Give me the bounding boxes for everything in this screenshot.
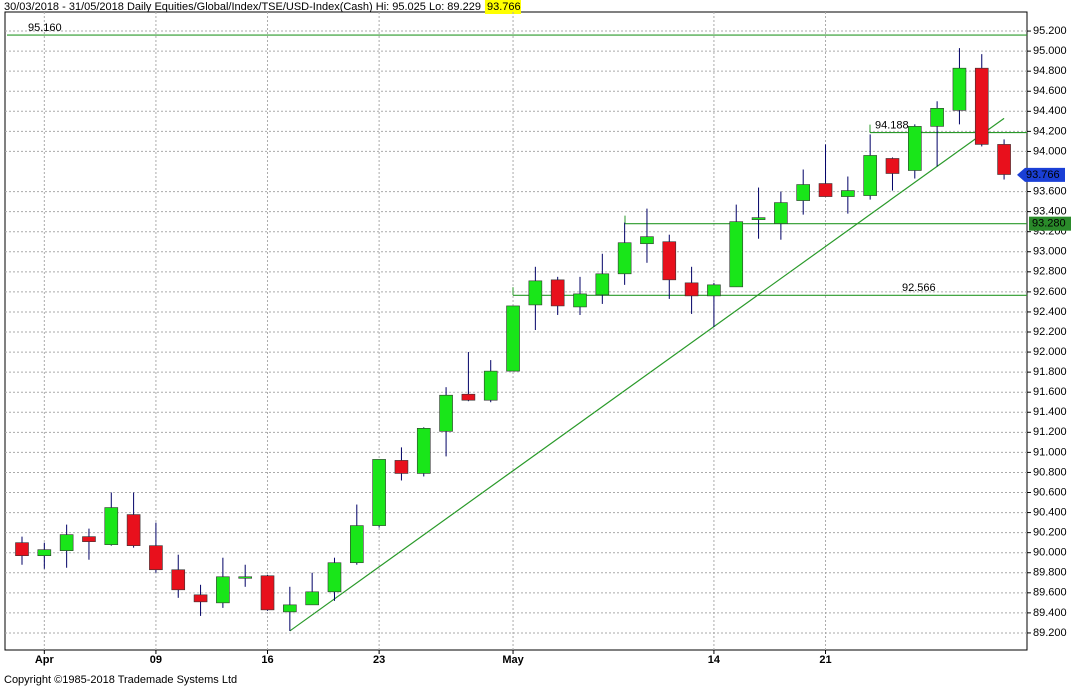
y-tick-label: 89.200 — [1033, 627, 1067, 639]
trendline — [289, 117, 1005, 632]
candle-body — [283, 604, 297, 613]
candle-body — [15, 542, 29, 557]
candle-body — [126, 514, 141, 546]
candle-body — [997, 144, 1011, 175]
y-tick-label: 93.400 — [1033, 206, 1067, 218]
candle-body — [349, 525, 364, 564]
x-tick-label: May — [502, 654, 524, 666]
y-tick-label: 90.400 — [1033, 506, 1067, 518]
candle-body — [796, 184, 811, 201]
candle-body — [104, 507, 119, 545]
candle-body — [260, 575, 275, 611]
candle-body — [707, 284, 721, 297]
candle-body — [37, 549, 52, 557]
y-tick-label: 95.000 — [1033, 45, 1067, 57]
candle-body — [974, 67, 989, 145]
x-tick-label: 09 — [150, 654, 162, 666]
y-tick-label: 93.000 — [1033, 246, 1067, 258]
last-price-highlight — [484, 0, 521, 14]
level-tag — [1029, 216, 1071, 231]
y-tick-label: 91.000 — [1033, 446, 1067, 458]
y-tick-label: 94.400 — [1033, 105, 1067, 117]
candle-body — [149, 545, 163, 571]
y-tick-label: 94.600 — [1033, 85, 1067, 97]
x-tick-label: 16 — [261, 654, 273, 666]
footer: Copyright ©1985-2018 Trademade Systems L… — [4, 674, 237, 686]
y-tick-label: 91.400 — [1033, 406, 1067, 418]
y-tick-label: 89.600 — [1033, 587, 1067, 599]
candle-body — [59, 534, 74, 551]
candle-body — [372, 459, 386, 526]
candle-body — [394, 460, 409, 474]
candle-body — [216, 576, 230, 604]
level-label: 92.566 — [902, 282, 936, 294]
y-tick-label: 92.400 — [1033, 306, 1067, 318]
candle-body — [238, 576, 252, 579]
chart-title: 30/03/2018 - 31/05/2018 Daily Equities/G… — [4, 1, 481, 13]
candle-body — [751, 217, 766, 220]
candle-body — [528, 280, 543, 306]
y-tick-label: 95.200 — [1033, 25, 1067, 37]
level-tag-label: 93.280 — [1032, 218, 1066, 230]
candle-body — [416, 428, 431, 474]
candle-body — [595, 273, 610, 296]
candle-body — [930, 108, 944, 127]
candle-body — [439, 394, 453, 432]
y-tick-label: 90.000 — [1033, 547, 1067, 559]
last-price-label: 93.766 — [1026, 169, 1060, 181]
candle-body — [483, 370, 498, 401]
y-tick-label: 90.600 — [1033, 486, 1067, 498]
y-tick-label: 92.600 — [1033, 286, 1067, 298]
y-tick-label: 92.800 — [1033, 266, 1067, 278]
candle-body — [506, 305, 520, 372]
candle-body — [305, 591, 319, 606]
y-tick-label: 91.200 — [1033, 426, 1067, 438]
candle-body — [907, 126, 922, 171]
candle-body — [573, 293, 587, 308]
candle-body — [171, 569, 186, 591]
candle-body — [193, 594, 208, 603]
candle-body — [640, 236, 654, 245]
candle-body — [662, 241, 677, 281]
y-tick-label: 92.200 — [1033, 326, 1067, 338]
candle-body — [863, 155, 877, 196]
y-tick-label: 91.800 — [1033, 366, 1067, 378]
candle-body — [327, 562, 342, 593]
x-tick-label: Apr — [35, 654, 55, 666]
candle-body — [952, 67, 967, 111]
x-tick-label: 14 — [708, 654, 721, 666]
candle-body — [617, 242, 632, 275]
y-tick-label: 89.400 — [1033, 607, 1067, 619]
x-tick-label: 23 — [373, 654, 385, 666]
y-tick-label: 91.600 — [1033, 386, 1067, 398]
y-tick-label: 90.800 — [1033, 466, 1067, 478]
x-tick-label: 21 — [819, 654, 831, 666]
level-label: 95.160 — [28, 22, 62, 34]
candle-body — [885, 158, 900, 174]
candle-body — [818, 183, 833, 197]
last-price-header: 93.766 — [487, 1, 521, 13]
candle-body — [550, 279, 565, 307]
y-tick-label: 94.800 — [1033, 65, 1067, 77]
y-tick-label: 92.000 — [1033, 346, 1067, 358]
candle-body — [774, 202, 788, 224]
y-tick-label: 89.800 — [1033, 567, 1067, 579]
candle-body — [461, 393, 476, 401]
candle-body — [82, 536, 96, 542]
candle-body — [684, 282, 699, 297]
y-tick-label: 93.600 — [1033, 185, 1067, 197]
candle-body — [729, 221, 744, 288]
y-tick-label: 94.000 — [1033, 145, 1067, 157]
y-tick-label: 94.200 — [1033, 125, 1067, 137]
y-tick-label: 90.200 — [1033, 527, 1067, 539]
candle-body — [841, 190, 855, 197]
last-price-tag — [1017, 167, 1065, 182]
level-label: 94.188 — [875, 119, 909, 131]
